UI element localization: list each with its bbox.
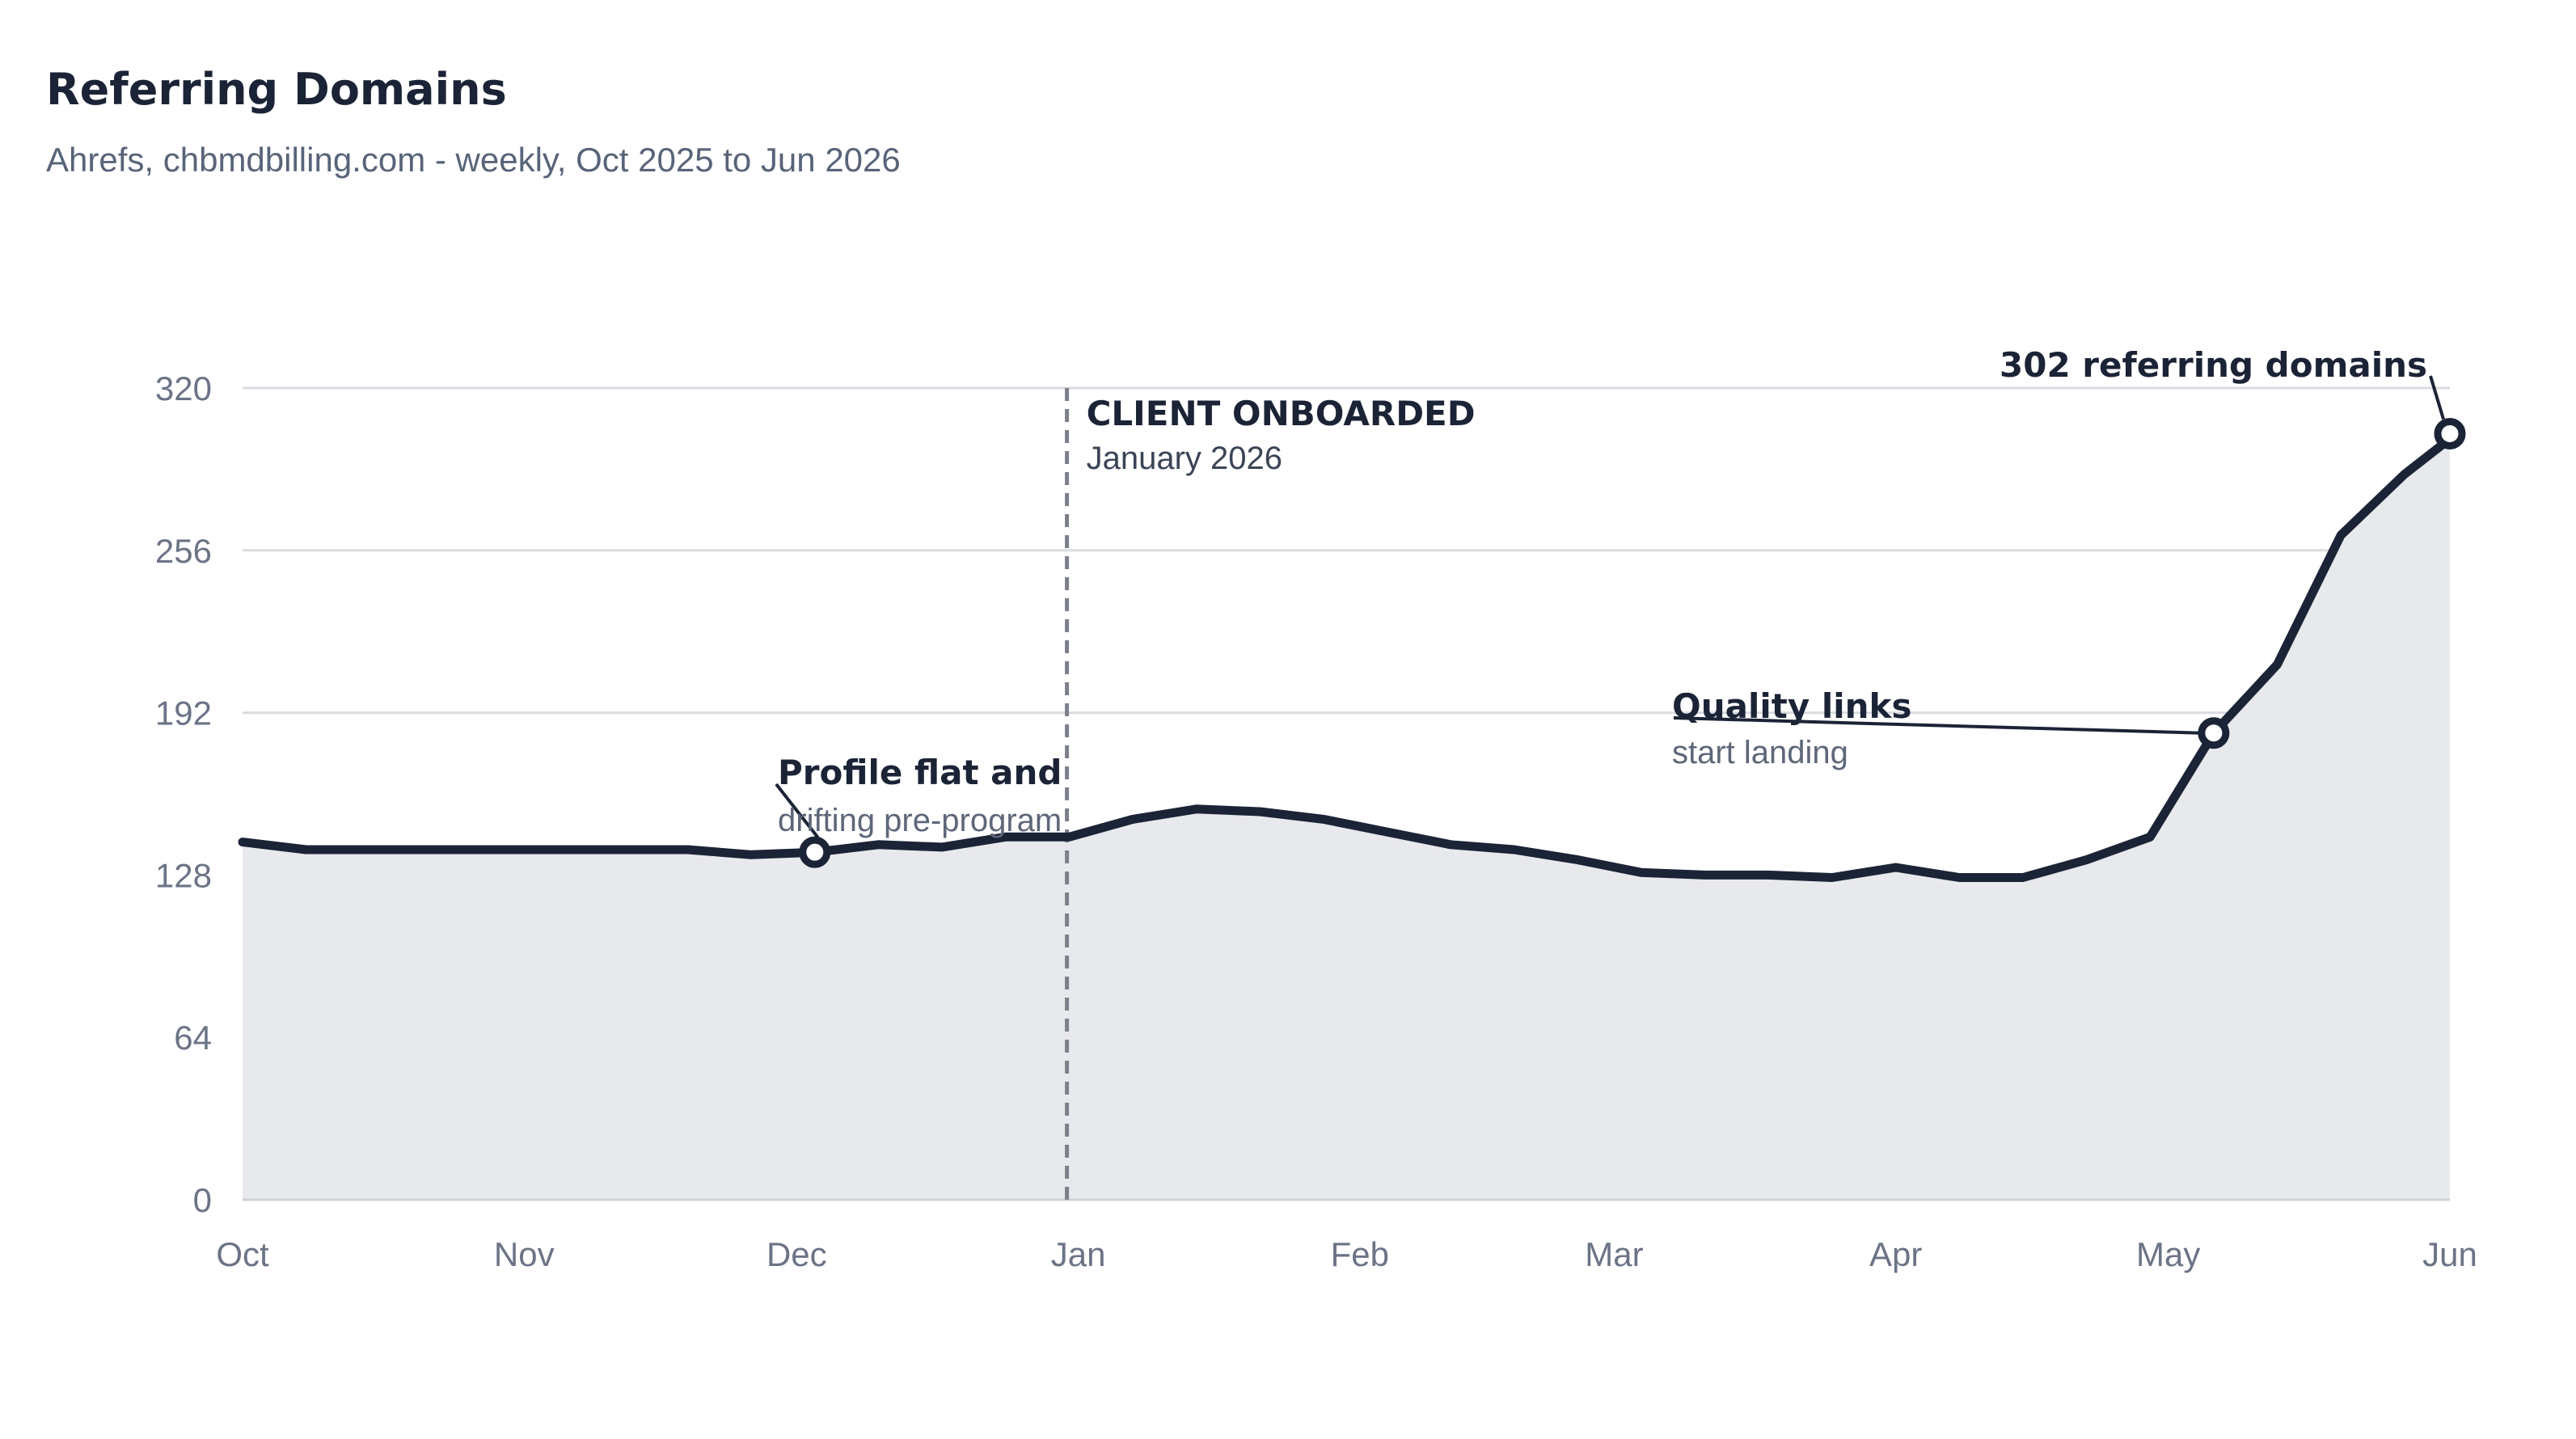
quality-subtitle: start landing (1672, 735, 1848, 770)
x-tick-label: Jun (2422, 1235, 2477, 1273)
peak-leader-line (2429, 375, 2445, 420)
x-tick-label: Oct (216, 1235, 269, 1273)
y-tick-label: 320 (155, 369, 212, 407)
y-tick-labels: 0 64 128 192 256 320 (155, 369, 212, 1219)
annotation-marker (2198, 717, 2230, 749)
x-tick-label: Dec (766, 1235, 827, 1273)
profile-title: Profile flat and (778, 753, 1062, 792)
profile-subtitle: drifting pre-program (778, 803, 1062, 838)
y-tick-label: 64 (174, 1019, 212, 1057)
chart-title: Referring Domains (46, 64, 507, 115)
x-tick-label: Nov (494, 1235, 555, 1273)
series-area-fill (243, 433, 2450, 1200)
series-line (238, 429, 2455, 882)
x-tick-label: Feb (1331, 1235, 1389, 1273)
x-tick-label: Mar (1585, 1235, 1643, 1273)
x-tick-labels: Oct Nov Dec Jan Feb Mar Apr May Jun (216, 1235, 2477, 1273)
annotation-marker (799, 836, 831, 868)
peak-title: 302 referring domains (2000, 345, 2427, 385)
y-tick-label: 192 (155, 694, 212, 732)
annotations: CLIENT ONBOARDED January 2026 Profile flat… (775, 345, 2466, 868)
y-tick-label: 256 (155, 532, 212, 570)
chart-subtitle: Ahrefs, chbmdbilling.com - weekly, Oct 2… (46, 141, 901, 179)
y-tick-label: 0 (193, 1181, 212, 1219)
y-tick-label: 128 (155, 856, 212, 894)
onboarded-subtitle: January 2026 (1087, 441, 1282, 476)
x-tick-label: Apr (1869, 1235, 1922, 1273)
annotation-marker (2434, 417, 2466, 449)
x-tick-label: Jan (1051, 1235, 1106, 1273)
quality-leader-line (1673, 716, 2201, 735)
profile-leader-line (775, 783, 820, 839)
x-tick-label: May (2136, 1235, 2200, 1273)
data-points (242, 433, 2451, 878)
quality-title: Quality links (1672, 686, 1911, 726)
onboarded-title: CLIENT ONBOARDED (1087, 394, 1476, 433)
